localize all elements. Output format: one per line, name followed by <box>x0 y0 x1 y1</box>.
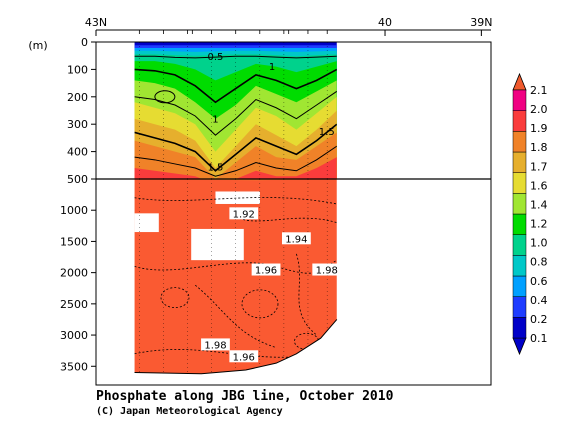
seafloor-line <box>134 319 338 375</box>
colorbar-label-5: 1.0 <box>530 237 548 250</box>
colorbar-label-1: 0.2 <box>530 313 548 326</box>
x-tick-label-1: 40 <box>378 16 392 29</box>
colorbar-box-1 <box>512 296 527 318</box>
lower-contour-5 <box>134 349 297 358</box>
y-tick-label-lower-0: 1000 <box>60 204 88 217</box>
colorbar-label-10: 1.8 <box>530 141 548 154</box>
colorbar-box-11 <box>512 89 527 111</box>
lower-contour-1 <box>235 216 337 224</box>
colorbar-box-4 <box>512 234 527 256</box>
colorbar-label-0: 0.1 <box>530 332 548 345</box>
colorbar-box-3 <box>512 255 527 277</box>
y-tick-label-lower-4: 3000 <box>60 329 88 342</box>
colorbar-label-11: 1.9 <box>530 122 548 135</box>
y-tick-label-upper-3: 300 <box>67 118 88 131</box>
y-tick-label-upper-4: 400 <box>67 146 88 159</box>
contour-label-8: 1.98 <box>316 266 338 277</box>
colorbar-label-8: 1.6 <box>530 179 548 192</box>
upper-contour-0 <box>134 55 337 59</box>
upper-contour-eddy <box>154 90 176 104</box>
upper-contour-1 <box>134 68 337 104</box>
plot-frame <box>95 41 492 386</box>
colorbar-label-3: 0.6 <box>530 275 548 288</box>
x-tick-label-0: 43N <box>85 16 107 29</box>
y-tick-label-lower-5: 3500 <box>60 360 88 373</box>
upper-band-8 <box>134 132 337 179</box>
data-gap-0 <box>215 191 260 204</box>
lower-contour-loop-0 <box>160 287 190 309</box>
contour-label-2: 1 <box>212 115 218 126</box>
y-axis-label: (m) <box>28 39 47 52</box>
contour-label-bg-8 <box>312 263 342 276</box>
contour-label-7: 1.96 <box>255 266 277 277</box>
chart-title: Phosphate along JBG line, October 2010 <box>96 389 394 404</box>
lower-contour-3 <box>296 253 317 336</box>
upper-panel-fill <box>134 42 337 179</box>
y-tick-label-upper-1: 100 <box>67 63 88 76</box>
colorbar-box-7 <box>512 172 527 194</box>
upper-band-9 <box>134 157 337 179</box>
contour-label-10: 1.96 <box>233 352 255 363</box>
colorbar-box-0 <box>512 317 527 339</box>
colorbar-label-12: 2.0 <box>530 103 548 116</box>
contour-label-1: 1 <box>269 62 275 73</box>
colorbar-box-6 <box>512 193 527 215</box>
colorbar-label-9: 1.7 <box>530 160 548 173</box>
colorbar-box-9 <box>512 131 527 153</box>
contour-label-bg-10 <box>229 350 259 363</box>
colorbar-box-10 <box>512 110 527 132</box>
contour-label-0: 0.5 <box>208 52 224 63</box>
contour-label-bg-5 <box>229 207 259 220</box>
y-tick-label-lower-2: 2000 <box>60 267 88 280</box>
colorbar-box-5 <box>512 213 527 235</box>
lower-contour-loop-1 <box>241 289 279 319</box>
y-tick-label-upper-2: 200 <box>67 91 88 104</box>
colorbar-label-13: 2.1 <box>530 84 548 97</box>
y-tick-label-upper-0: 0 <box>81 36 88 49</box>
x-tick-label-2: 39N <box>470 16 492 29</box>
y-tick-label-upper-5: 500 <box>67 173 88 186</box>
contour-label-5: 1.92 <box>233 209 255 220</box>
contour-label-bg-6 <box>281 232 311 245</box>
data-gap-2 <box>191 228 244 261</box>
colorbar-high-triangle <box>512 72 527 91</box>
colorbar-label-2: 0.4 <box>530 294 548 307</box>
contour-label-3: 1.5 <box>319 127 335 138</box>
contour-label-4: 1.5 <box>208 163 224 174</box>
y-tick-label-lower-1: 1500 <box>60 235 88 248</box>
colorbar-low-triangle <box>512 337 527 356</box>
colorbar-box-8 <box>512 151 527 173</box>
y-tick-label-lower-3: 2500 <box>60 298 88 311</box>
data-gap-1 <box>134 213 159 233</box>
contour-label-bg-7 <box>251 263 281 276</box>
contour-label-bg-9 <box>201 338 230 351</box>
chart-credit: (C) Japan Meteorological Agency <box>96 405 283 417</box>
colorbar-label-7: 1.4 <box>530 198 548 211</box>
contour-label-6: 1.94 <box>285 234 307 245</box>
colorbar-label-4: 0.8 <box>530 256 548 269</box>
colorbar-box-2 <box>512 275 527 297</box>
colorbar-label-6: 1.2 <box>530 218 548 231</box>
contour-label-9: 1.98 <box>204 340 226 351</box>
